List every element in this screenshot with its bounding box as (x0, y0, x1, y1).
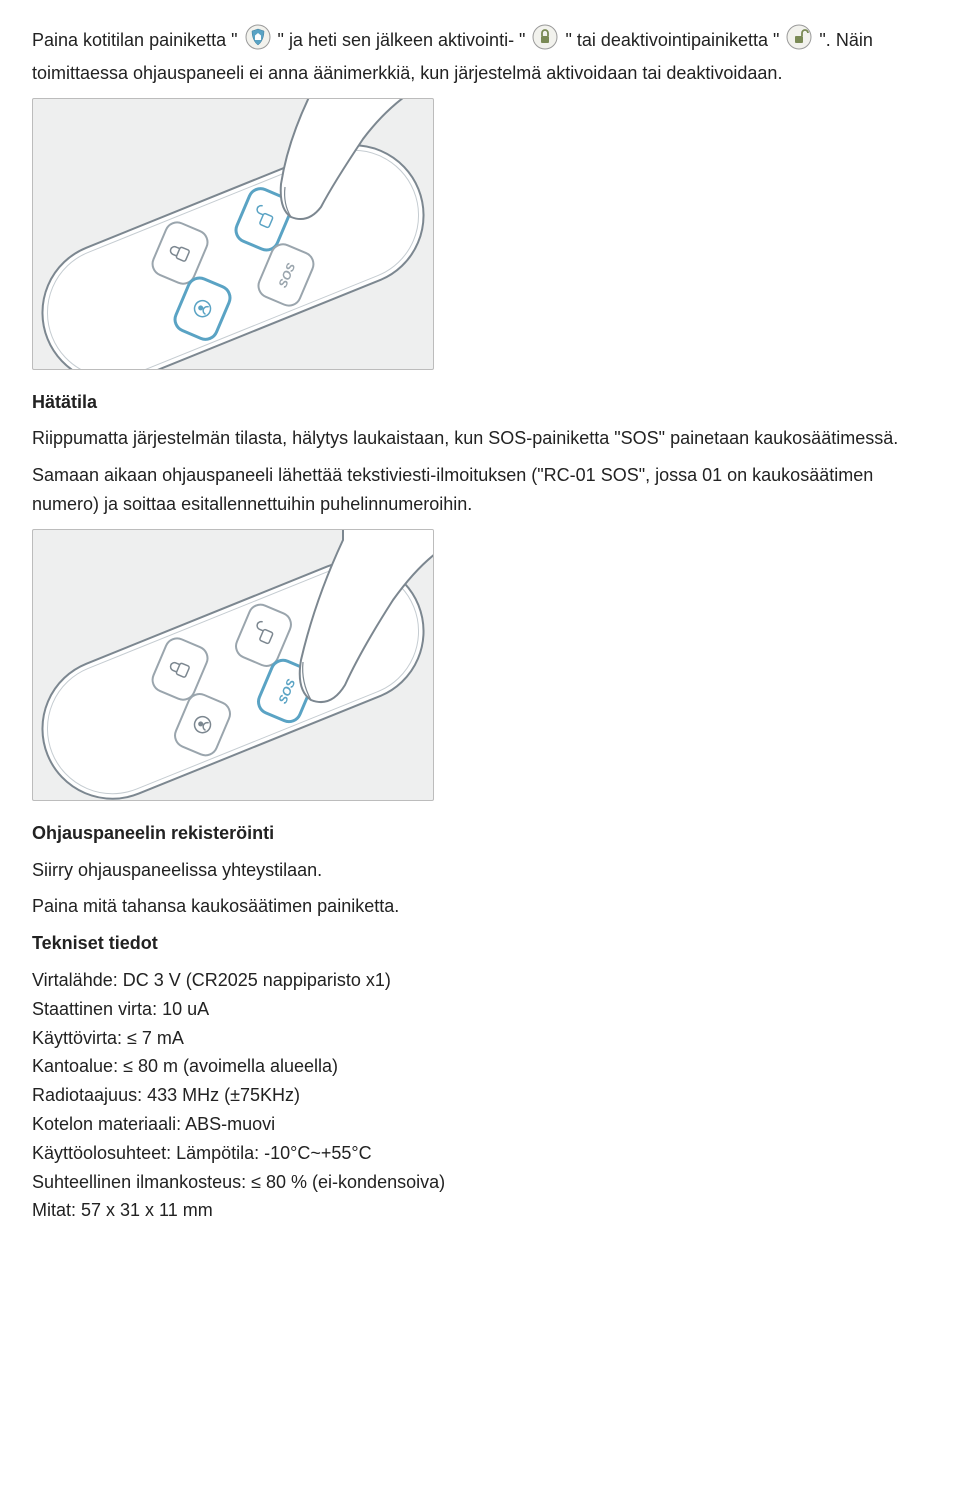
intro-text-3: " tai deaktivointipainiketta " (565, 30, 779, 50)
hatatila-p1: Riippumatta järjestelmän tilasta, hälyty… (32, 424, 928, 453)
rekisterointi-heading: Ohjauspaneelin rekisteröinti (32, 819, 928, 848)
hatatila-p2: Samaan aikaan ohjauspaneeli lähettää tek… (32, 461, 928, 519)
remote-illustration-1: SOS (32, 98, 434, 370)
remote-illustration-2: SOS (32, 529, 434, 801)
rekisterointi-line1: Siirry ohjauspaneelissa yhteystilaan. (32, 856, 928, 885)
rekisterointi-line2: Paina mitä tahansa kaukosäätimen painike… (32, 892, 928, 921)
intro-paragraph: Paina kotitilan painiketta " " ja heti s… (32, 24, 928, 88)
lock-icon (532, 24, 558, 59)
spec-kantoalue: Kantoalue: ≤ 80 m (avoimella alueella) (32, 1052, 928, 1081)
spec-ilmankosteus: Suhteellinen ilmankosteus: ≤ 80 % (ei-ko… (32, 1168, 928, 1197)
home-shield-icon (245, 24, 271, 59)
spec-radiotaajuus: Radiotaajuus: 433 MHz (±75KHz) (32, 1081, 928, 1110)
spec-kayttoolosuhteet: Käyttöolosuhteet: Lämpötila: -10°C~+55°C (32, 1139, 928, 1168)
spec-kotelo: Kotelon materiaali: ABS-muovi (32, 1110, 928, 1139)
spec-staattinen: Staattinen virta: 10 uA (32, 995, 928, 1024)
spec-kayttovirta: Käyttövirta: ≤ 7 mA (32, 1024, 928, 1053)
intro-text-1: Paina kotitilan painiketta " (32, 30, 238, 50)
unlock-icon (786, 24, 812, 59)
intro-text-2: " ja heti sen jälkeen aktivointi- " (278, 30, 526, 50)
spec-mitat: Mitat: 57 x 31 x 11 mm (32, 1196, 928, 1225)
tekniset-heading: Tekniset tiedot (32, 929, 928, 958)
spec-virtalahde: Virtalähde: DC 3 V (CR2025 nappiparisto … (32, 966, 928, 995)
hatatila-heading: Hätätila (32, 388, 928, 417)
